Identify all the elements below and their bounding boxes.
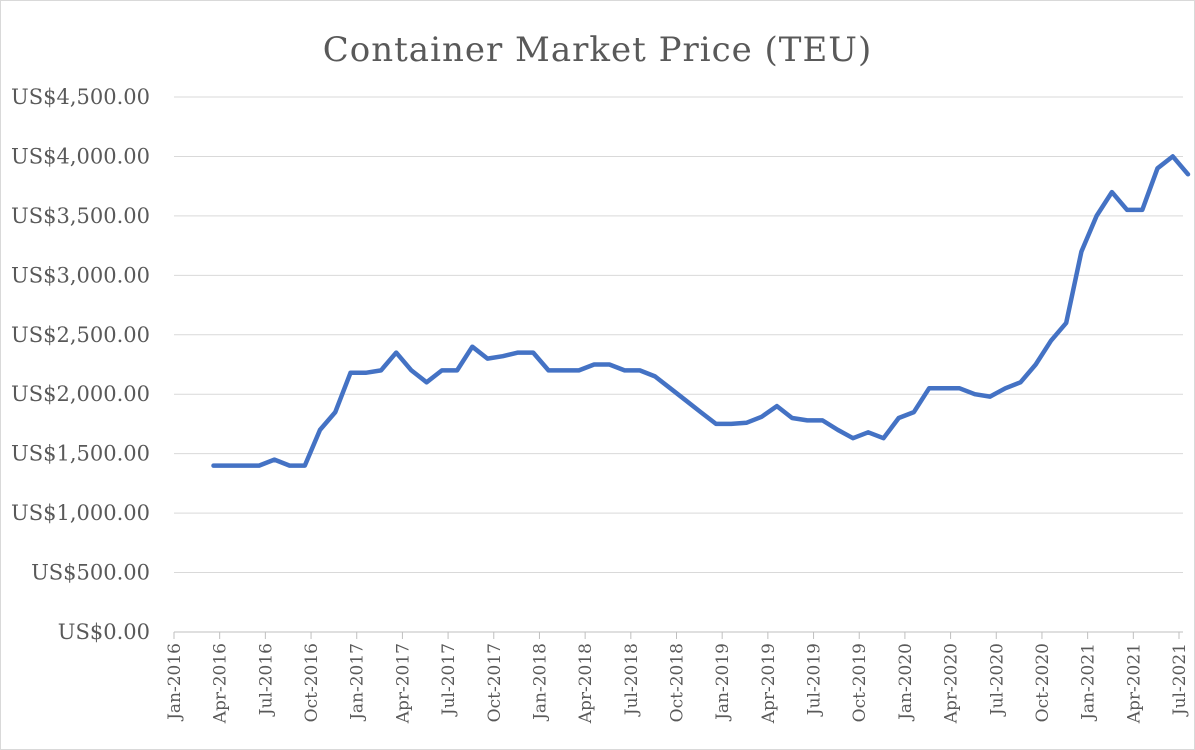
y-tick-label: US$3,000.00 [11,263,150,287]
y-tick-label: US$1,500.00 [11,442,150,466]
x-tick-label: Jul-2021 [1170,643,1190,717]
x-tick-label: Jul-2016 [256,643,276,717]
x-tick-label: Jan-2019 [713,643,733,722]
y-axis-tick-labels: US$0.00 US$500.00 US$1,000.00 US$1,500.00 US… [11,85,150,644]
price-series-line [211,154,1191,468]
x-tick-label: Apr-2021 [1124,643,1144,724]
y-tick-label: US$4,000.00 [11,144,150,168]
x-tick-label: Jan-2020 [896,643,916,722]
x-tick-label: Apr-2019 [759,643,779,724]
x-tick-label: Jul-2017 [439,643,459,717]
x-tick-label: Oct-2016 [302,643,322,722]
y-tick-label: US$2,500.00 [11,323,150,347]
y-tick-label: US$2,000.00 [11,382,150,406]
y-tick-label: US$500.00 [31,561,150,585]
x-tick-label: Apr-2020 [942,643,962,724]
x-tick-label: Jan-2018 [530,643,550,722]
x-tick-label: Jan-2021 [1079,643,1099,722]
chart-title: Container Market Price (TEU) [322,30,873,70]
x-tick-label: Oct-2020 [1033,643,1053,722]
x-axis [173,631,1183,639]
series-group [211,154,1191,468]
gridlines [174,96,1183,574]
x-tick-label: Jul-2019 [805,643,825,717]
x-tick-label: Jan-2016 [165,643,185,722]
x-tick-label: Apr-2018 [576,643,596,724]
x-tick-label: Apr-2016 [211,643,231,724]
y-tick-label: US$0.00 [58,620,150,644]
y-tick-label: US$1,000.00 [11,501,150,525]
x-tick-label: Oct-2017 [485,643,505,722]
x-tick-label: Apr-2017 [393,643,413,724]
x-tick-label: Jul-2018 [622,643,642,717]
y-tick-label: US$3,500.00 [11,204,150,228]
x-tick-label: Jan-2017 [348,643,368,722]
x-tick-label: Jul-2020 [987,643,1007,717]
x-tick-label: Oct-2018 [667,643,687,722]
x-axis-tick-labels: Jan-2016 Apr-2016 Jul-2016 Oct-2016 Jan-2017… [165,643,1190,724]
y-tick-label: US$4,500.00 [11,85,150,109]
x-tick-label: Oct-2019 [850,643,870,722]
